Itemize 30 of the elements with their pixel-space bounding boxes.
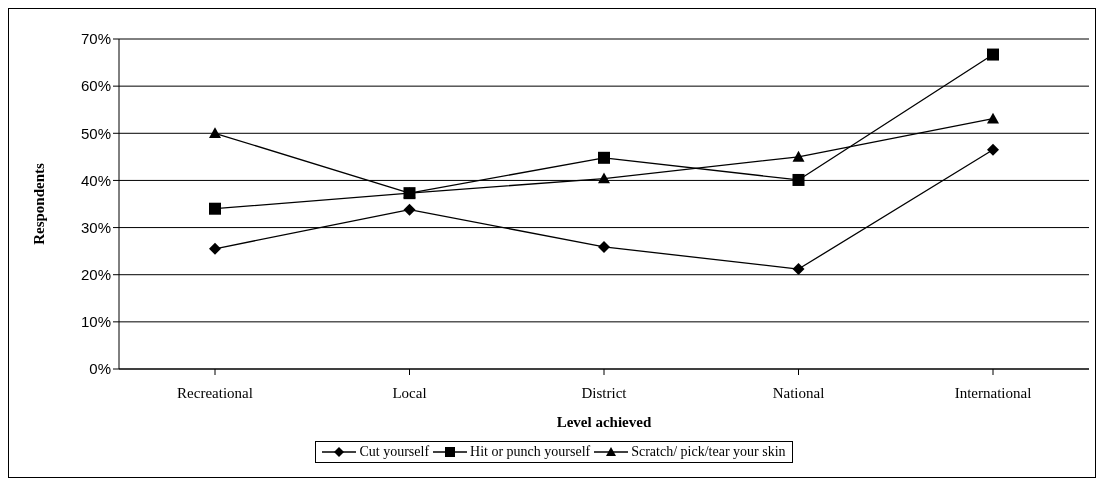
point: [209, 127, 221, 139]
point: [209, 202, 221, 215]
point: [598, 151, 610, 164]
legend-label: Scratch/ pick/tear your skin: [631, 444, 786, 460]
x-tick-label: National: [772, 384, 825, 401]
y-tick-label: 60%: [80, 77, 111, 95]
point: [792, 150, 805, 162]
y-tick-label: 50%: [80, 124, 111, 142]
x-tick-label: International: [954, 384, 1032, 401]
y-axis-title: Respondents: [31, 162, 48, 245]
y-tick-label: 30%: [80, 218, 111, 236]
x-tick-label: Recreational: [177, 384, 253, 401]
point: [987, 48, 999, 61]
y-tick-label: 70%: [80, 30, 111, 48]
x-tick-label: District: [581, 384, 628, 401]
x-axis-title: Level achieved: [556, 414, 652, 430]
y-tick-label: 20%: [80, 266, 111, 284]
y-tick-label: 40%: [80, 171, 111, 189]
point: [987, 143, 999, 156]
x-tick-label: Local: [392, 384, 427, 401]
point: [403, 203, 416, 216]
point: [598, 240, 610, 253]
legend-label: Cut yourself: [359, 444, 430, 460]
point: [598, 172, 610, 184]
legend-label: Hit or punch yourself: [470, 444, 591, 460]
y-tick-label: 0%: [89, 360, 111, 378]
point: [792, 173, 805, 186]
point: [792, 263, 805, 276]
point: [209, 242, 221, 255]
y-tick-label: 10%: [80, 313, 111, 331]
